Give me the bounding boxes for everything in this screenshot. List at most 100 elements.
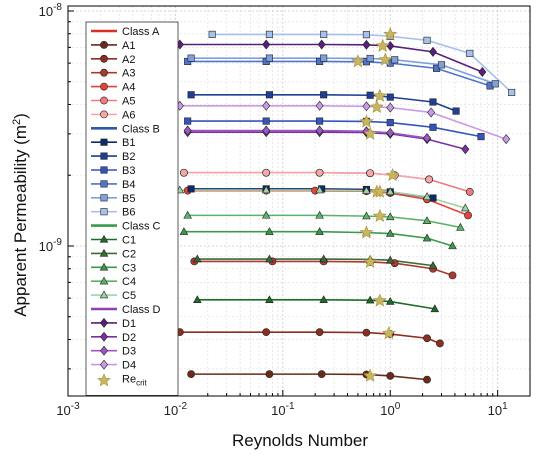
data-point-a1 [187,370,196,379]
legend-marker-d1 [100,317,108,328]
series-line-a1 [191,373,428,381]
data-point-d3 [423,133,432,144]
data-point-d4 [386,102,395,113]
critical-reynolds-a1 [363,368,378,382]
axis-ticks: 10-3 10-2 10-1 100 101 10-9 10-8 [39,2,531,418]
legend-label: B1 [122,137,135,149]
legend-label: B5 [122,193,135,205]
data-point-c4 [183,210,192,219]
x-tick-label: 101 [488,401,508,418]
data-point-b2 [320,91,328,99]
data-point-c4 [456,222,465,231]
data-point-c1 [385,297,395,305]
legend-marker-a5 [100,96,108,105]
data-point-b5 [187,54,195,62]
legend-label: B4 [122,179,135,191]
legend-marker-c2 [99,248,109,257]
data-point-b3 [386,119,394,127]
data-point-a4 [464,211,472,220]
data-point-a2 [362,328,371,337]
data-point-d1 [386,40,395,51]
data-point-c2 [428,261,438,269]
data-point-b5 [391,56,399,64]
data-point-c4 [261,210,271,219]
legend-label: D1 [122,318,136,330]
legend-marker-d2 [100,331,108,342]
legend-marker-b6 [100,208,108,216]
data-point-d3 [386,127,395,138]
data-point-c1 [265,295,274,304]
legend-label: Class B [122,123,160,135]
data-point-b1 [187,185,195,193]
legend-marker-a6 [100,110,108,119]
legend-label: C4 [122,276,136,288]
data-point-c3 [315,227,324,235]
series-curves [179,33,513,381]
legend-label: B2 [122,151,135,163]
data-point-a1 [423,375,431,384]
data-point-b6 [320,30,328,38]
legend-marker-d3 [100,345,108,356]
y-tick-label: 10-8 [39,2,63,19]
critical-reynolds-b3 [359,114,374,128]
data-point-b3 [262,117,270,125]
data-point-c2 [193,254,202,263]
legend-label: A2 [122,54,135,66]
data-point-d4 [362,101,371,112]
data-point-c5 [315,185,324,194]
data-point-a2 [423,334,431,343]
data-point-b3 [429,123,437,131]
legend-label: A4 [122,82,135,94]
data-point-d4 [262,100,271,111]
series-line-d2 [187,131,466,151]
critical-reynolds-c5 [372,184,387,198]
critical-reynolds-c1 [372,293,387,307]
data-point-d2 [461,144,470,155]
data-point-d4 [315,100,324,111]
x-tick-label: 100 [380,401,400,418]
legend-marker-b4 [100,180,108,188]
data-point-b3 [477,133,485,141]
plot-frame [67,5,531,397]
data-point-c3 [179,227,189,235]
y-axis-title-main: Apparent Permeability (m [11,125,30,317]
data-point-b5 [366,54,374,63]
x-tick-label: 10-3 [56,401,80,418]
legend-label: Class C [122,221,161,233]
legend-marker-c5 [99,290,109,299]
data-point-a1 [386,372,395,380]
critical-reynolds-d4 [369,99,384,113]
critical-reynolds-b5 [378,52,393,66]
data-point-c1 [319,295,328,304]
legend-label: B3 [122,165,135,177]
legend-label: D3 [122,346,136,358]
data-point-a1 [265,370,274,379]
legend-label: A6 [122,109,135,121]
legend-marker-a3 [100,68,108,77]
data-point-c3 [448,241,457,250]
legend-label: A1 [122,40,135,52]
data-point-d3 [183,125,192,136]
series-line-c4 [187,214,461,229]
data-point-b2 [452,107,460,115]
critical-reynolds-a5 [385,167,400,182]
legend-marker-a1 [100,41,108,49]
data-point-c1 [193,295,202,304]
critical-reynolds-b4 [350,54,365,68]
legend-label: B6 [122,207,135,219]
data-point-d1 [262,39,271,50]
data-point-b6 [466,49,474,57]
data-point-c4 [422,216,432,224]
legend-marker-b3 [100,166,108,174]
data-point-b5 [437,61,446,69]
data-point-b1 [429,194,437,202]
data-point-b2 [187,91,195,99]
critical-reynolds-b6 [383,27,398,41]
data-point-c1 [430,304,440,313]
data-point-a1 [317,370,326,379]
data-point-c4 [385,212,395,221]
data-point-c1 [365,295,375,304]
data-point-a6 [366,169,375,178]
data-point-a2 [262,328,271,337]
